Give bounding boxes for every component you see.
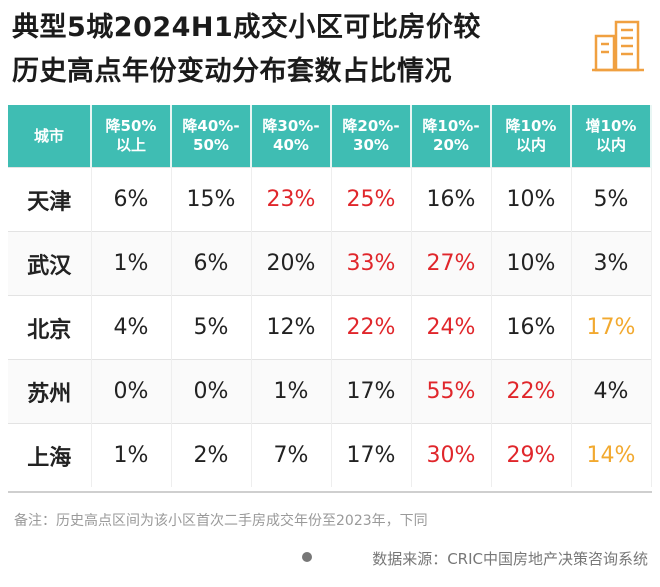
city-cell: 天津: [8, 167, 92, 232]
column-header: 降30%-40%: [251, 105, 332, 168]
title-line-1: 典型5城2024H1成交小区可比房价较: [12, 12, 481, 43]
value-cell: 10%: [491, 167, 572, 232]
value-cell: 17%: [331, 423, 412, 487]
column-header-label: 降40%-50%: [182, 117, 240, 154]
value-cell: 33%: [331, 231, 412, 296]
value-cell: 27%: [411, 231, 492, 296]
value-cell: 16%: [411, 167, 492, 232]
column-header: 城市: [8, 105, 92, 168]
value-cell: 2%: [171, 423, 252, 487]
value-cell: 16%: [491, 295, 572, 360]
column-header: 降50%以上: [91, 105, 172, 168]
chart-title: 典型5城2024H1成交小区可比房价较 历史高点年份变动分布套数占比情况: [12, 6, 481, 94]
value-cell: 22%: [331, 295, 412, 360]
table-row: 天津 6% 15% 23% 25% 16% 10% 5%: [8, 167, 652, 232]
value-cell: 10%: [491, 231, 572, 296]
column-header: 增10%以内: [571, 105, 652, 168]
value-cell: 17%: [571, 295, 652, 360]
table-row: 苏州 0% 0% 1% 17% 55% 22% 4%: [8, 359, 652, 424]
divider: [8, 491, 652, 493]
column-header-label: 降10%以内: [505, 117, 557, 154]
title-line-2: 历史高点年份变动分布套数占比情况: [12, 56, 452, 87]
value-cell: 14%: [571, 423, 652, 487]
value-cell: 15%: [171, 167, 252, 232]
bullet-icon: [302, 552, 312, 562]
value-cell: 5%: [171, 295, 252, 360]
city-cell: 上海: [8, 423, 92, 487]
table-row: 北京 4% 5% 12% 22% 24% 16% 17%: [8, 295, 652, 360]
column-header: 降20%-30%: [331, 105, 412, 168]
city-cell: 苏州: [8, 359, 92, 424]
value-cell: 1%: [251, 359, 332, 424]
value-cell: 30%: [411, 423, 492, 487]
column-header-label: 降20%-30%: [342, 117, 400, 154]
value-cell: 17%: [331, 359, 412, 424]
value-cell: 6%: [91, 167, 172, 232]
value-cell: 1%: [91, 423, 172, 487]
column-header-label: 城市: [33, 126, 64, 145]
value-cell: 4%: [571, 359, 652, 424]
column-header: 降10%-20%: [411, 105, 492, 168]
value-cell: 5%: [571, 167, 652, 232]
value-cell: 3%: [571, 231, 652, 296]
city-cell: 武汉: [8, 231, 92, 296]
value-cell: 23%: [251, 167, 332, 232]
value-cell: 24%: [411, 295, 492, 360]
value-cell: 25%: [331, 167, 412, 232]
column-header-label: 降10%-20%: [422, 117, 480, 154]
table-row: 上海 1% 2% 7% 17% 30% 29% 14%: [8, 423, 652, 487]
value-cell: 20%: [251, 231, 332, 296]
value-cell: 6%: [171, 231, 252, 296]
value-cell: 55%: [411, 359, 492, 424]
value-cell: 7%: [251, 423, 332, 487]
column-header: 降10%以内: [491, 105, 572, 168]
value-cell: 29%: [491, 423, 572, 487]
value-cell: 0%: [91, 359, 172, 424]
footnote: 备注：历史高点区间为该小区首次二手房成交年份至2023年，下同: [14, 513, 428, 529]
header-row: 城市 降50%以上 降40%-50% 降30%-40% 降20%-30% 降10%-20%…: [8, 105, 652, 168]
value-cell: 1%: [91, 231, 172, 296]
column-header-label: 增10%以内: [585, 117, 637, 154]
value-cell: 4%: [91, 295, 172, 360]
data-table: 城市 降50%以上 降40%-50% 降30%-40% 降20%-30% 降10%-20%…: [8, 105, 652, 487]
value-cell: 0%: [171, 359, 252, 424]
table-row: 武汉 1% 6% 20% 33% 27% 10% 3%: [8, 231, 652, 296]
column-header-label: 降50%以上: [105, 117, 157, 154]
value-cell: 12%: [251, 295, 332, 360]
column-header-label: 降30%-40%: [262, 117, 320, 154]
building-icon: [592, 20, 644, 72]
column-header: 降40%-50%: [171, 105, 252, 168]
city-cell: 北京: [8, 295, 92, 360]
source-text: 数据来源：CRIC中国房地产决策咨询系统: [372, 550, 648, 568]
value-cell: 22%: [491, 359, 572, 424]
